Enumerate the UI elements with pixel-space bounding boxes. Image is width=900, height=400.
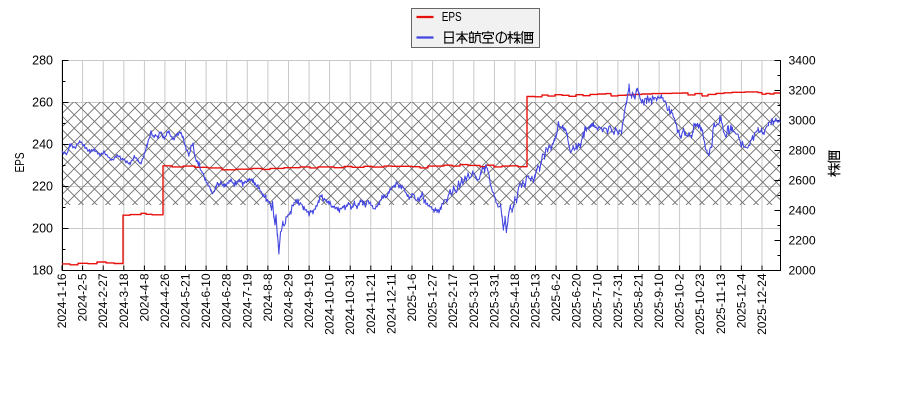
- svg-text:2024-3-18: 2024-3-18: [117, 273, 131, 328]
- svg-text:2024-6-10: 2024-6-10: [199, 273, 213, 328]
- svg-text:2025-10-2: 2025-10-2: [673, 273, 687, 328]
- svg-text:2024-8-8: 2024-8-8: [261, 273, 275, 321]
- svg-text:2025-11-13: 2025-11-13: [714, 273, 728, 334]
- svg-text:2024-4-8: 2024-4-8: [137, 273, 151, 321]
- svg-text:2025-1-27: 2025-1-27: [426, 273, 440, 328]
- svg-text:2025-6-20: 2025-6-20: [570, 273, 584, 328]
- svg-text:2200: 2200: [789, 233, 816, 247]
- svg-text:2800: 2800: [789, 143, 816, 157]
- svg-text:2024-5-21: 2024-5-21: [179, 273, 193, 328]
- svg-text:2025-12-24: 2025-12-24: [755, 273, 769, 335]
- svg-text:3200: 3200: [789, 83, 816, 97]
- svg-text:2025-1-6: 2025-1-6: [405, 273, 419, 321]
- svg-text:2400: 2400: [789, 203, 816, 217]
- svg-text:2600: 2600: [789, 173, 816, 187]
- svg-text:2025-4-18: 2025-4-18: [508, 273, 522, 328]
- svg-text:2000: 2000: [789, 263, 816, 277]
- svg-text:2025-6-2: 2025-6-2: [549, 273, 563, 321]
- svg-text:240: 240: [32, 137, 53, 151]
- svg-text:2025-5-13: 2025-5-13: [529, 273, 543, 328]
- svg-text:2025-10-23: 2025-10-23: [693, 273, 707, 335]
- svg-text:2025-12-4: 2025-12-4: [734, 273, 748, 328]
- svg-text:2025-7-10: 2025-7-10: [590, 273, 604, 328]
- svg-text:200: 200: [32, 221, 53, 235]
- svg-text:2024-7-19: 2024-7-19: [240, 273, 254, 328]
- svg-text:2025-3-31: 2025-3-31: [487, 273, 501, 328]
- svg-text:2024-6-28: 2024-6-28: [220, 273, 234, 328]
- svg-text:180: 180: [32, 263, 53, 277]
- svg-text:2024-8-29: 2024-8-29: [282, 273, 296, 328]
- svg-text:3400: 3400: [789, 53, 816, 67]
- svg-text:260: 260: [32, 95, 53, 109]
- svg-text:2024-9-19: 2024-9-19: [302, 273, 316, 328]
- svg-text:2024-10-31: 2024-10-31: [343, 273, 357, 335]
- svg-text:2025-7-31: 2025-7-31: [611, 273, 625, 328]
- svg-text:280: 280: [32, 53, 53, 67]
- svg-text:2025-9-10: 2025-9-10: [652, 273, 666, 328]
- svg-text:EPS: EPS: [442, 11, 462, 24]
- svg-text:2024-11-21: 2024-11-21: [364, 273, 378, 334]
- svg-text:3000: 3000: [789, 113, 816, 127]
- svg-text:EPS: EPS: [14, 152, 27, 172]
- svg-text:2025-3-10: 2025-3-10: [467, 273, 481, 328]
- svg-text:2024-2-27: 2024-2-27: [96, 273, 110, 328]
- svg-text:2024-12-11: 2024-12-11: [384, 273, 398, 334]
- svg-text:220: 220: [32, 179, 53, 193]
- svg-text:2024-2-5: 2024-2-5: [76, 273, 90, 321]
- svg-text:2024-1-16: 2024-1-16: [55, 273, 69, 328]
- svg-text:2024-4-26: 2024-4-26: [158, 273, 172, 328]
- svg-text:2024-10-10: 2024-10-10: [323, 273, 337, 335]
- svg-text:2025-2-17: 2025-2-17: [446, 273, 460, 328]
- svg-text:2025-8-21: 2025-8-21: [632, 273, 646, 328]
